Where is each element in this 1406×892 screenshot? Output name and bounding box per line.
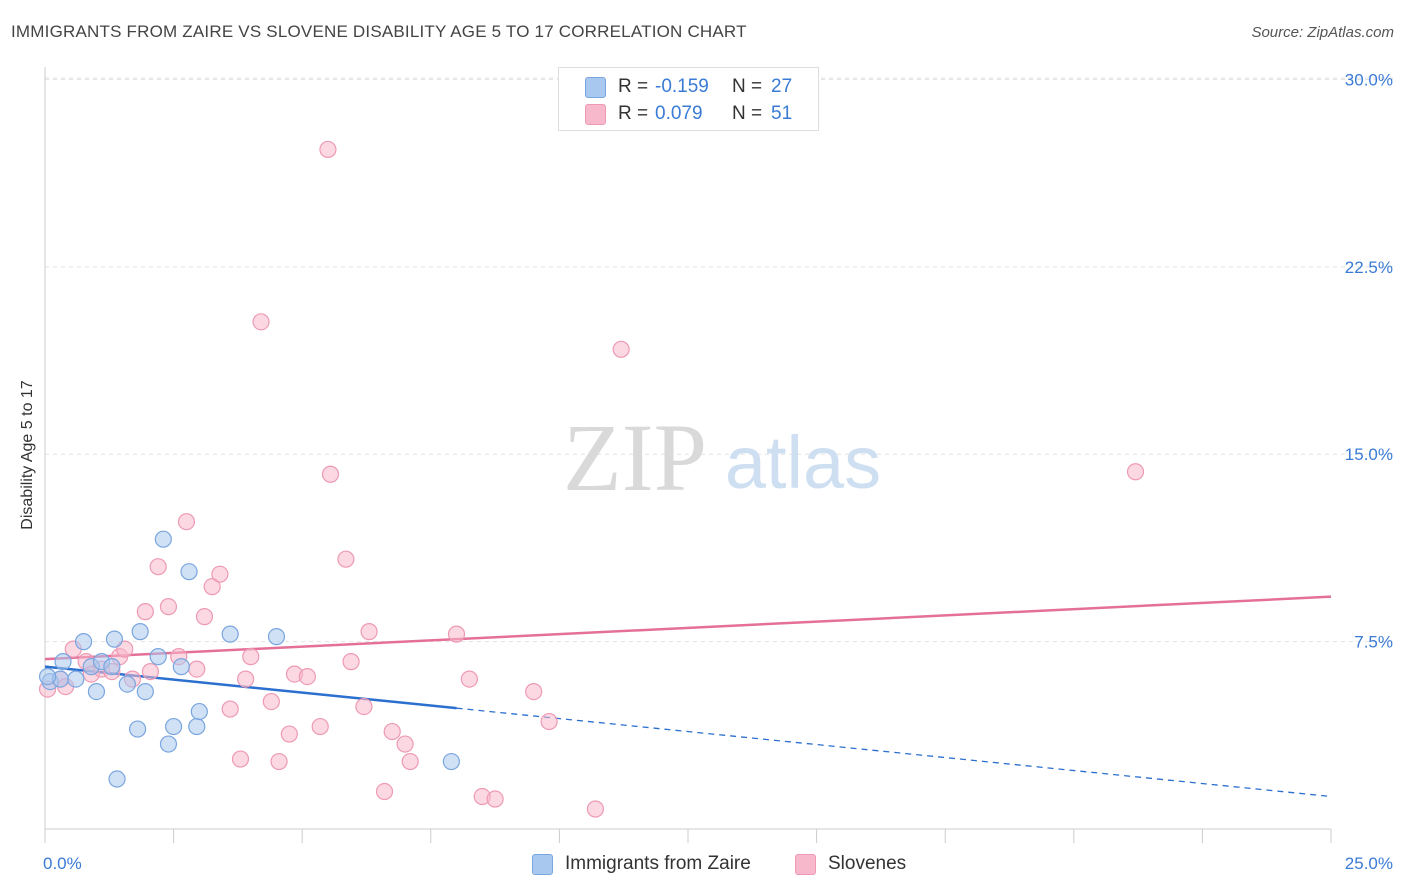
slovenes-point (337, 550, 355, 568)
zaire-point (74, 633, 93, 651)
zaire-swatch (585, 77, 606, 98)
zaire-point (108, 770, 126, 788)
slovenes-point (141, 663, 160, 681)
slovenes-point (203, 578, 221, 596)
slovenes-point (383, 722, 401, 741)
slovenes-point (231, 750, 250, 768)
zaire-point (442, 752, 460, 771)
data-points (38, 140, 1145, 818)
slovenes-point (195, 608, 214, 626)
slovenes-point (360, 623, 378, 641)
slovenes-point (136, 603, 154, 621)
y-tick-label: 30.0% (1345, 70, 1393, 89)
n-label: N = (732, 76, 763, 97)
slovenes-point (298, 667, 316, 686)
slovenes-point (252, 313, 270, 331)
slovenes-swatch (795, 854, 816, 875)
slovenes-point (159, 598, 178, 616)
zaire-point (188, 717, 206, 736)
zaire-point (159, 735, 178, 753)
zaire-point (172, 658, 190, 676)
zaire-point (54, 653, 72, 671)
slovenes-point (447, 625, 466, 643)
slovenes-point (280, 725, 298, 743)
zaire-point (105, 630, 124, 648)
slovenes-point (612, 340, 630, 358)
watermark-zip: ZIP (563, 404, 707, 511)
slovenes-point (586, 800, 605, 818)
slovenes-point (116, 640, 134, 658)
y-tick-label: 15.0% (1345, 445, 1393, 464)
zaire-trend-extension (456, 707, 1332, 798)
slovenes-swatch (585, 104, 606, 125)
zaire-point (128, 720, 147, 738)
slovenes-point (401, 752, 419, 771)
slovenes-point (396, 735, 414, 753)
zaire-point (136, 682, 154, 701)
slovenes-point (525, 682, 543, 701)
zaire-point (131, 623, 149, 641)
r-value: -0.159 (655, 76, 709, 97)
slovenes-point (460, 670, 478, 688)
slovenes-point (237, 670, 255, 688)
zaire-point (67, 670, 85, 688)
slovenes-point (1126, 463, 1145, 481)
slovenes-point (319, 140, 337, 159)
slovenes-point (188, 660, 206, 678)
zaire-point (87, 682, 106, 701)
zaire-swatch (532, 854, 553, 875)
zaire-point (221, 625, 239, 643)
slovenes-point (486, 790, 504, 808)
slovenes-point (242, 648, 260, 666)
slovenes-point (177, 513, 196, 531)
zaire-point (180, 563, 198, 581)
zaire-point (118, 675, 136, 693)
slovenes-trend-line (44, 595, 1332, 661)
slovenes-point (321, 465, 340, 483)
x-tick-label: 25.0% (1345, 854, 1393, 873)
r-value: 0.079 (655, 103, 703, 124)
zaire-point (103, 658, 121, 676)
x-tick-label: 0.0% (43, 854, 82, 873)
slovenes-point (540, 712, 558, 731)
zaire-point (190, 702, 208, 721)
slovenes-point (311, 717, 329, 736)
zaire-point (267, 628, 286, 646)
legend-label: Immigrants from Zaire (565, 853, 751, 874)
n-label: N = (732, 103, 763, 124)
gridlines (45, 77, 1393, 643)
slovenes-point (149, 558, 167, 576)
zaire-point (154, 530, 172, 548)
legend-label: Slovenes (828, 853, 907, 874)
zaire-point (149, 648, 167, 666)
y-tick-label: 22.5% (1345, 258, 1393, 277)
zaire-point (165, 717, 183, 736)
zaire-point (38, 667, 57, 686)
y-tick-label: 7.5% (1354, 633, 1393, 652)
slovenes-point (342, 653, 360, 671)
axes (44, 67, 1332, 843)
slovenes-point (221, 700, 239, 718)
slovenes-point (262, 692, 280, 711)
n-value: 27 (771, 76, 793, 97)
source-note: Source: ZipAtlas.com (1251, 24, 1394, 41)
slovenes-point (355, 697, 373, 716)
r-label: R = (618, 76, 649, 97)
watermark-atlas: atlas (725, 421, 881, 504)
watermark: ZIP atlas (563, 404, 881, 511)
slovenes-point (270, 752, 288, 771)
slovenes-point (211, 565, 229, 583)
n-value: 51 (771, 103, 793, 124)
chart-title: IMMIGRANTS FROM ZAIRE VS SLOVENE DISABIL… (11, 22, 747, 41)
r-label: R = (618, 103, 649, 124)
slovenes-point (375, 782, 394, 801)
stats-legend: R = -0.159 N = 27 R = 0.079 N = 51 (558, 67, 819, 131)
tick-labels: 7.5% 15.0% 22.5% 30.0% 0.0% 25.0% (43, 70, 1393, 873)
